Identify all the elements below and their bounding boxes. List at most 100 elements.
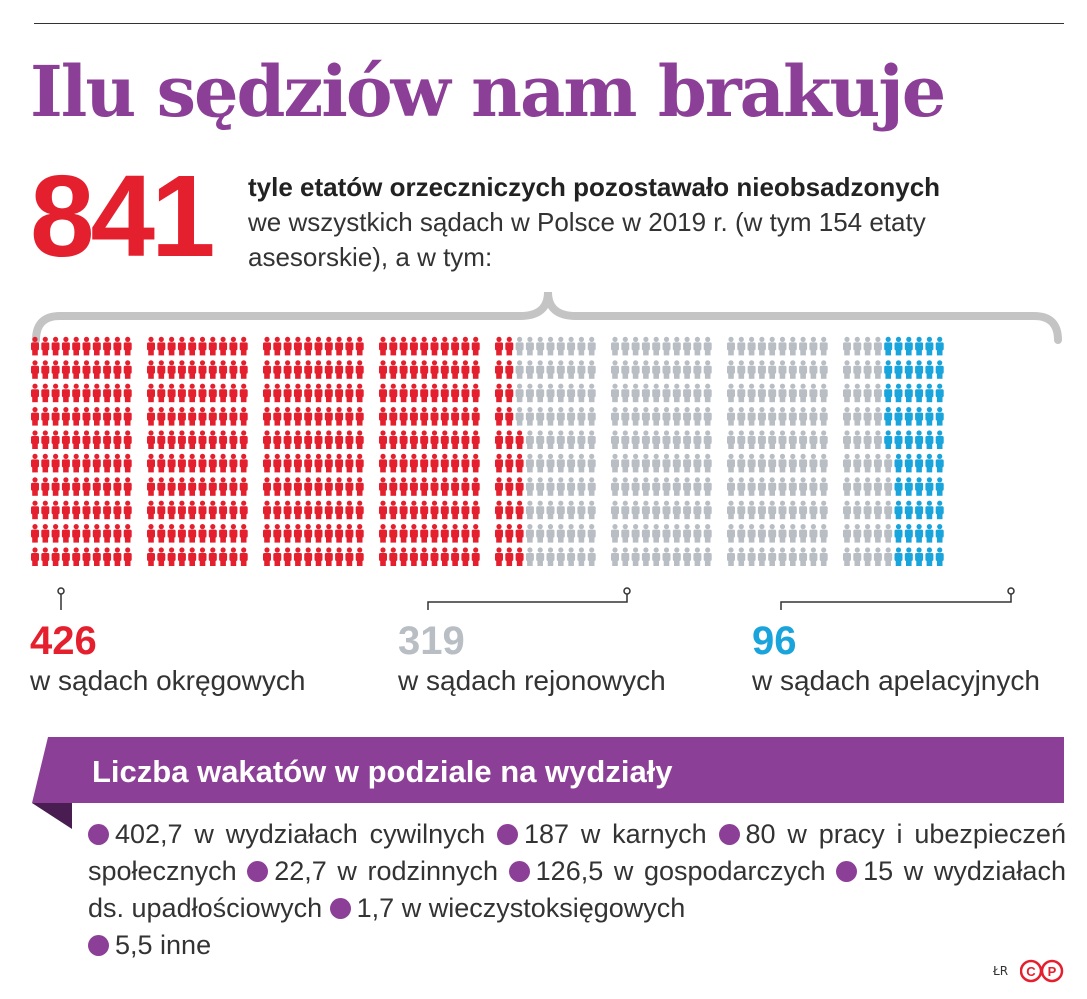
person-figure-rejonowe <box>788 430 797 449</box>
svg-text:C: C <box>1026 964 1036 979</box>
bullet-dot <box>508 861 530 882</box>
person-figure-rejonowe <box>515 383 524 403</box>
person-figure-okregowe <box>495 524 503 543</box>
marker-dot-rejonowe <box>623 587 631 595</box>
person-figure-okregowe <box>389 383 398 403</box>
person-figure-okregowe <box>495 407 503 426</box>
person-figure-okregowe <box>208 524 217 543</box>
person-figure-rejonowe <box>884 500 893 520</box>
person-figure-okregowe <box>147 453 155 473</box>
person-figure-rejonowe <box>727 453 735 473</box>
person-figure-okregowe <box>41 477 50 496</box>
person-figure-rejonowe <box>631 500 640 520</box>
group-okregowe-value: 426 <box>30 619 97 663</box>
brace <box>32 291 1062 344</box>
person-figure-okregowe <box>430 383 439 403</box>
person-figure-okregowe <box>335 453 344 473</box>
person-figure-okregowe <box>239 336 248 356</box>
person-figure-okregowe <box>461 453 470 473</box>
person-figure-okregowe <box>61 524 70 543</box>
person-figure-okregowe <box>495 500 503 520</box>
person-figure-rejonowe <box>853 477 862 496</box>
person-figure-rejonowe <box>577 430 586 449</box>
person-figure-okregowe <box>451 524 460 543</box>
person-figure-rejonowe <box>546 547 555 566</box>
person-figure-okregowe <box>61 336 70 356</box>
person-figure-rejonowe <box>567 547 576 566</box>
person-figure-rejonowe <box>652 383 661 403</box>
person-figure-rejonowe <box>863 430 872 449</box>
person-figure-rejonowe <box>693 383 702 403</box>
person-figure-rejonowe <box>546 430 555 449</box>
person-figure-rejonowe <box>641 524 650 543</box>
person-figure-apelacyjne <box>935 430 944 449</box>
person-figure-okregowe <box>177 453 186 473</box>
person-figure-okregowe <box>505 360 514 379</box>
person-figure-rejonowe <box>577 477 586 496</box>
person-figure-okregowe <box>72 430 81 449</box>
top-rule <box>34 23 1064 24</box>
person-figure-rejonowe <box>778 383 787 403</box>
person-figure-okregowe <box>82 383 91 403</box>
person-figure-rejonowe <box>536 500 545 520</box>
person-figure-okregowe <box>239 407 248 426</box>
person-figure-okregowe <box>167 430 176 449</box>
person-figure-rejonowe <box>546 453 555 473</box>
person-figure-okregowe <box>293 336 302 356</box>
person-figure-apelacyjne <box>894 430 903 449</box>
person-figure-rejonowe <box>768 383 777 403</box>
person-figure-okregowe <box>399 336 408 356</box>
person-figure-okregowe <box>239 500 248 520</box>
person-figure-okregowe <box>188 360 197 379</box>
person-figure-rejonowe <box>631 453 640 473</box>
person-figure-okregowe <box>219 547 228 566</box>
person-figure-rejonowe <box>809 453 818 473</box>
person-figure-rejonowe <box>819 383 828 403</box>
person-figure-rejonowe <box>809 547 818 566</box>
person-figure-rejonowe <box>587 524 596 543</box>
person-figure-rejonowe <box>778 453 787 473</box>
person-figure-okregowe <box>263 477 271 496</box>
person-figure-rejonowe <box>788 500 797 520</box>
person-figure-rejonowe <box>525 500 534 520</box>
bullet-dot <box>836 861 858 882</box>
person-figure-rejonowe <box>693 430 702 449</box>
person-figure-rejonowe <box>843 430 851 449</box>
person-figure-apelacyjne <box>925 407 934 426</box>
person-figure-rejonowe <box>577 453 586 473</box>
person-figure-okregowe <box>440 407 449 426</box>
person-figure-okregowe <box>505 453 514 473</box>
person-figure-okregowe <box>355 477 364 496</box>
person-figure-rejonowe <box>747 360 756 379</box>
person-figure-okregowe <box>82 477 91 496</box>
person-figure-rejonowe <box>853 360 862 379</box>
person-figure-rejonowe <box>788 547 797 566</box>
person-figure-okregowe <box>188 477 197 496</box>
person-figure-rejonowe <box>843 407 851 426</box>
person-figure-rejonowe <box>536 453 545 473</box>
person-figure-rejonowe <box>556 453 565 473</box>
person-figure-rejonowe <box>768 547 777 566</box>
person-figure-okregowe <box>239 524 248 543</box>
person-figure-rejonowe <box>567 430 576 449</box>
person-figure-okregowe <box>293 360 302 379</box>
person-figure-okregowe <box>167 336 176 356</box>
person-figure-okregowe <box>263 360 271 379</box>
person-figure-okregowe <box>430 500 439 520</box>
breakdown-item: 402,7 w wydziałach cywilnych <box>88 819 485 849</box>
person-figure-rejonowe <box>799 430 808 449</box>
person-figure-okregowe <box>304 336 313 356</box>
person-figure-okregowe <box>440 547 449 566</box>
person-figure-rejonowe <box>853 407 862 426</box>
person-figure-okregowe <box>208 453 217 473</box>
person-figure-okregowe <box>345 500 354 520</box>
person-figure-apelacyjne <box>904 407 913 426</box>
person-figure-okregowe <box>31 360 39 379</box>
person-figure-rejonowe <box>683 547 692 566</box>
person-figure-okregowe <box>72 524 81 543</box>
person-figure-rejonowe <box>809 360 818 379</box>
person-figure-rejonowe <box>693 336 702 356</box>
person-figure-okregowe <box>345 524 354 543</box>
person-figure-rejonowe <box>747 430 756 449</box>
person-figure-okregowe <box>92 336 101 356</box>
